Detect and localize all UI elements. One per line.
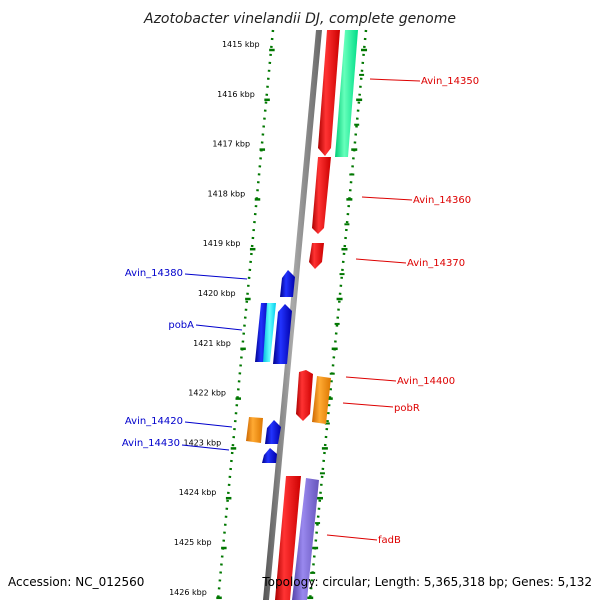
gene-feature-poba-cyan[interactable] xyxy=(263,303,276,362)
ruler-label: 1426 kbp xyxy=(169,588,207,597)
map-title: Azotobacter vinelandii DJ, complete geno… xyxy=(143,11,456,27)
callout-line-avin-14360 xyxy=(361,196,413,201)
ruler-label: 1419 kbp xyxy=(203,239,241,248)
gene-label-fadb[interactable]: fadB xyxy=(378,535,401,546)
gene-label-avin-14380[interactable]: Avin_14380 xyxy=(125,268,183,279)
gene-feature-fadb-purple[interactable] xyxy=(292,478,319,600)
ruler-label: 1424 kbp xyxy=(179,488,217,497)
ruler-label: 1425 kbp xyxy=(174,538,212,547)
callout-line-avin-14400 xyxy=(345,376,397,382)
gene-label-avin-14400[interactable]: Avin_14400 xyxy=(397,376,455,387)
callout-line-avin-14380 xyxy=(184,273,248,280)
gene-feature-avin-14350[interactable] xyxy=(318,30,340,156)
genome-backbone xyxy=(263,30,322,600)
gene-label-poba[interactable]: pobA xyxy=(168,320,194,331)
gene-feature-avin-14380[interactable] xyxy=(280,270,295,297)
ruler-label: 1416 kbp xyxy=(217,90,255,99)
callout-line-pobr xyxy=(342,402,394,408)
gene-feature-avin-14370[interactable] xyxy=(309,243,324,269)
gene-feature-fadb-red[interactable] xyxy=(275,476,301,600)
topology-text: Topology: circular; Length: 5,365,318 bp… xyxy=(261,575,592,589)
gene-label-avin-14350[interactable]: Avin_14350 xyxy=(421,76,479,87)
ruler-label: 1420 kbp xyxy=(198,289,236,298)
ruler-line-outer xyxy=(308,29,368,600)
ruler-label: 1422 kbp xyxy=(188,389,226,398)
gene-label-avin-14420[interactable]: Avin_14420 xyxy=(125,416,183,427)
ruler-labels: 1415 kbp 1416 kbp 1417 kbp 1418 kbp 1419 kbp… xyxy=(169,40,260,597)
ruler-label: 1423 kbp xyxy=(184,438,222,447)
gene-feature-avin-14420[interactable] xyxy=(265,420,281,444)
ruler-ticks xyxy=(216,48,368,600)
callout-line-avin-14420 xyxy=(184,421,233,428)
ruler-label: 1418 kbp xyxy=(208,189,246,198)
callout-line-avin-14370 xyxy=(355,258,407,264)
ruler-label: 1417 kbp xyxy=(212,140,250,149)
gene-label-avin-14370[interactable]: Avin_14370 xyxy=(407,258,465,269)
callout-line-fadb xyxy=(326,534,378,541)
gene-label-avin-14430[interactable]: Avin_14430 xyxy=(122,438,180,449)
callout-line-poba xyxy=(195,324,243,331)
gene-feature-poba[interactable] xyxy=(273,304,292,364)
gene-feature-avin-14400[interactable] xyxy=(296,370,313,421)
ruler-label: 1415 kbp xyxy=(222,40,260,49)
ruler-label: 1421 kbp xyxy=(193,339,231,348)
gene-label-avin-14360[interactable]: Avin_14360 xyxy=(413,195,471,206)
gene-feature-avin-14360[interactable] xyxy=(312,157,331,234)
gene-feature-pobr[interactable] xyxy=(312,376,331,424)
callout-line-avin-14350 xyxy=(369,78,421,82)
gene-feature-rna-green[interactable] xyxy=(335,30,358,157)
gene-feature-avin-14430[interactable] xyxy=(262,448,277,463)
gene-label-pobr[interactable]: pobR xyxy=(394,403,420,414)
gene-feature-avin-14420-orange[interactable] xyxy=(246,417,263,443)
accession-text: Accession: NC_012560 xyxy=(8,575,144,589)
callout-line-avin-14430 xyxy=(181,444,230,451)
